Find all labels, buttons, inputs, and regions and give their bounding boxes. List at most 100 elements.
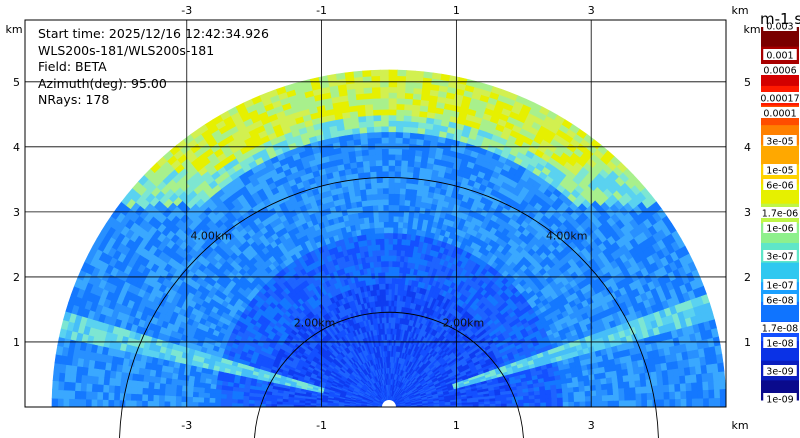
field-cell — [381, 125, 390, 133]
field-cell — [394, 165, 402, 172]
field-cell — [362, 70, 372, 77]
field-cell — [169, 395, 177, 402]
field-cell — [388, 221, 395, 228]
field-cell — [327, 73, 338, 82]
field-cell — [385, 283, 390, 290]
field-cell — [159, 382, 166, 390]
field-cell — [355, 87, 365, 95]
field-cell — [411, 115, 420, 123]
field-cell — [369, 221, 376, 229]
field-cell — [403, 114, 413, 122]
field-cell — [356, 98, 366, 106]
field-cell — [374, 227, 381, 234]
field-cell — [388, 120, 397, 127]
field-cell — [79, 398, 87, 407]
field-cell — [381, 148, 390, 155]
field-cell — [388, 69, 399, 77]
field-cell — [208, 397, 216, 403]
field-cell — [396, 244, 403, 251]
field-cell — [386, 305, 390, 312]
field-cell — [372, 199, 379, 206]
field-cell — [374, 142, 383, 150]
field-cell — [170, 378, 178, 386]
field-cell — [242, 402, 249, 407]
field-cell — [397, 75, 407, 82]
field-cell — [147, 381, 155, 389]
field-cell — [409, 132, 419, 140]
field-cell — [373, 215, 380, 223]
field-cell — [388, 243, 394, 251]
field-cell — [374, 221, 380, 229]
field-cell — [373, 114, 382, 122]
field-cell — [57, 389, 64, 399]
field-cell — [96, 399, 103, 407]
field-cell — [237, 398, 244, 404]
field-cell — [381, 142, 390, 150]
field-cell — [396, 120, 405, 127]
field-cell — [362, 211, 370, 218]
field-cell — [412, 104, 422, 112]
field-cell — [381, 131, 390, 138]
field-cell — [358, 115, 367, 123]
field-cell — [377, 193, 384, 200]
field-cell — [440, 73, 451, 82]
field-cell — [381, 137, 390, 144]
field-cell — [410, 194, 418, 202]
field-cell — [375, 148, 383, 155]
field-cell — [405, 86, 415, 94]
field-cell — [368, 148, 377, 156]
field-cell — [371, 69, 381, 77]
field-cell — [192, 391, 199, 398]
field-cell — [388, 108, 398, 116]
field-cell — [392, 255, 398, 262]
field-cell — [371, 81, 381, 88]
field-cell — [180, 401, 188, 407]
field-cell — [124, 392, 132, 401]
field-cell — [401, 154, 410, 161]
field-cell — [85, 390, 92, 400]
field-cell — [376, 255, 382, 262]
field-cell — [395, 142, 404, 150]
field-cell — [395, 148, 403, 155]
field-cell — [398, 204, 406, 212]
field-cell — [214, 393, 222, 399]
field-cell — [114, 377, 122, 387]
field-cell — [400, 182, 407, 189]
field-cell — [169, 400, 176, 407]
field-cell — [393, 227, 399, 234]
field-cell — [370, 233, 377, 240]
field-cell — [377, 198, 384, 206]
field-cell — [394, 193, 401, 200]
field-cell — [165, 377, 173, 385]
field-cell — [372, 204, 380, 212]
field-cell — [68, 389, 76, 400]
field-cell — [392, 238, 399, 245]
field-cell — [373, 125, 383, 133]
field-cell — [414, 70, 425, 78]
field-cell — [147, 394, 154, 402]
field-cell — [399, 193, 407, 201]
field-cell — [370, 171, 378, 178]
field-cell — [377, 187, 384, 195]
field-cell — [392, 266, 397, 273]
field-cell — [376, 170, 384, 178]
field-cell — [54, 353, 62, 365]
field-cell — [365, 114, 375, 122]
field-cell — [362, 154, 370, 162]
field-cell — [383, 226, 390, 234]
field-cell — [175, 389, 183, 397]
field-cell — [63, 381, 71, 391]
field-cell — [372, 97, 382, 105]
field-cell — [384, 249, 390, 256]
field-cell — [393, 198, 401, 206]
field-cell — [395, 125, 404, 133]
field-cell — [383, 210, 390, 217]
field-cell — [366, 120, 375, 128]
field-cell — [380, 255, 386, 262]
field-cell — [176, 378, 184, 386]
field-cell — [396, 92, 406, 99]
field-cell — [203, 392, 211, 398]
field-cell — [384, 238, 390, 245]
field-cell — [362, 160, 371, 168]
